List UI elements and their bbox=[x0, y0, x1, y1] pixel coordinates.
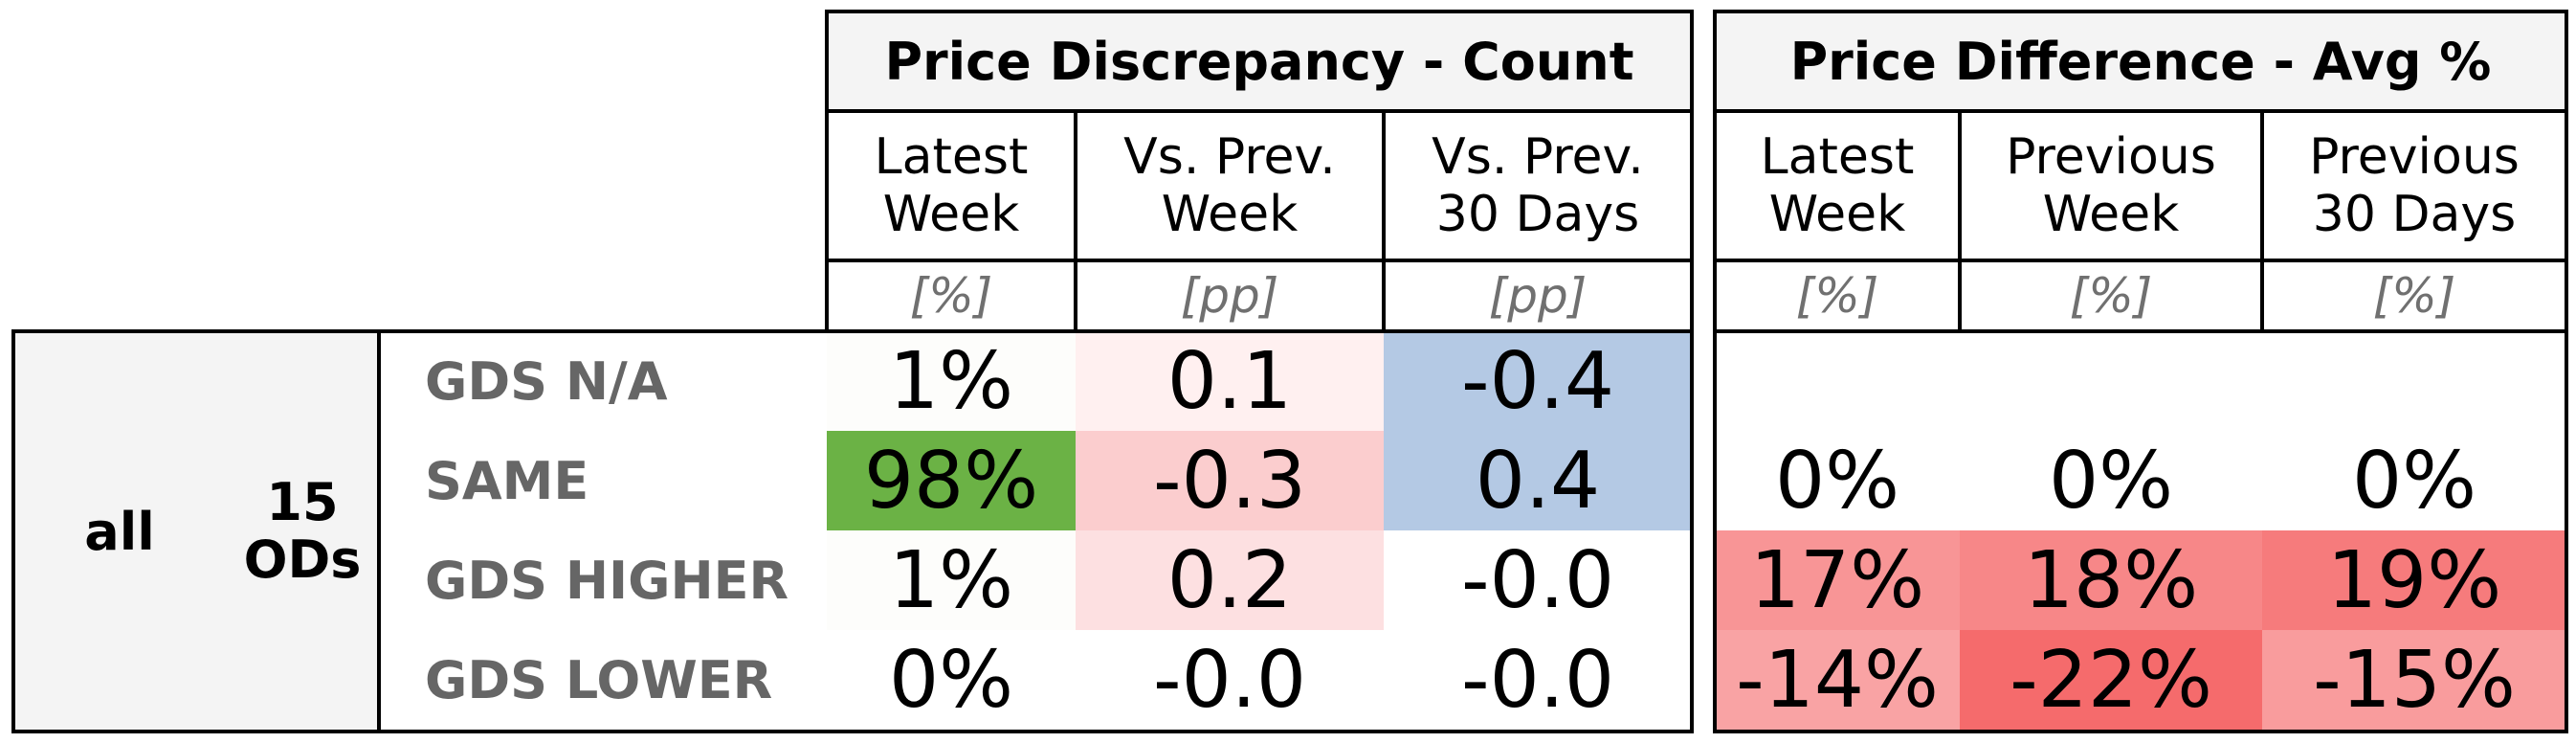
col-header-count-latest: Latest Week bbox=[874, 128, 1029, 243]
group1-title-divider bbox=[825, 109, 1694, 113]
group1-col-divider-1 bbox=[1074, 109, 1077, 333]
count-cell-r3-c2: -0.0 bbox=[1384, 630, 1692, 730]
count-cell-r1-c2: 0.4 bbox=[1384, 431, 1692, 530]
avg-cell-r0-c2 bbox=[2262, 331, 2566, 431]
avg-cell-r1-c0: 0% bbox=[1715, 431, 1960, 530]
group2-col-divider-2 bbox=[2260, 109, 2264, 333]
row-panel-divider bbox=[377, 329, 381, 733]
group2-unit-divider bbox=[1713, 259, 2568, 262]
unit-avg-latest: [%] bbox=[1795, 268, 1879, 324]
unit-count-vs-prev-week: [pp] bbox=[1180, 268, 1279, 324]
col-header-avg-prev-week: Previous Week bbox=[2006, 128, 2216, 243]
group2-body-divider bbox=[1713, 329, 2568, 333]
count-cell-r0-c1: 0.1 bbox=[1076, 331, 1384, 431]
count-cell-r1-c1: -0.3 bbox=[1076, 431, 1384, 530]
row-panel-border bbox=[11, 329, 1694, 733]
count-cell-r2-c0: 1% bbox=[827, 530, 1076, 630]
col-header-avg-prev-30: Previous 30 Days bbox=[2309, 128, 2520, 243]
count-cell-r1-c0: 98% bbox=[827, 431, 1076, 530]
count-cell-r2-c2: -0.0 bbox=[1384, 530, 1692, 630]
group1-header-border bbox=[825, 10, 1694, 333]
avg-cell-r3-c0: -14% bbox=[1715, 630, 1960, 730]
avg-cell-r1-c2: 0% bbox=[2262, 431, 2566, 530]
row-label-same: SAME bbox=[425, 450, 589, 511]
avg-cell-r0-c1 bbox=[1960, 331, 2262, 431]
group2-col-divider-1 bbox=[1958, 109, 1962, 333]
col-header-avg-latest: Latest Week bbox=[1760, 128, 1915, 243]
group2-border bbox=[1713, 10, 2568, 733]
avg-cell-r3-c1: -22% bbox=[1960, 630, 2262, 730]
group1-unit-divider bbox=[825, 259, 1694, 262]
group-title-price-discrepancy: Price Discrepancy - Count bbox=[827, 11, 1692, 111]
group-title-price-difference: Price Difference - Avg % bbox=[1715, 11, 2566, 111]
row-label-gds-na: GDS N/A bbox=[425, 350, 668, 412]
unit-avg-prev-week: [%] bbox=[2069, 268, 2153, 324]
count-cell-r3-c0: 0% bbox=[827, 630, 1076, 730]
avg-cell-r0-c0 bbox=[1715, 331, 1960, 431]
row-group-ods-label: 15 ODs bbox=[226, 331, 379, 732]
row-label-gds-higher: GDS HIGHER bbox=[425, 550, 789, 611]
unit-count-latest: [%] bbox=[909, 268, 993, 324]
avg-cell-r2-c1: 18% bbox=[1960, 530, 2262, 630]
count-cell-r3-c1: -0.0 bbox=[1076, 630, 1384, 730]
count-cell-r0-c0: 1% bbox=[827, 331, 1076, 431]
group2-title-divider bbox=[1713, 109, 2568, 113]
row-group-all-label: all bbox=[13, 331, 226, 732]
unit-avg-prev-30: [%] bbox=[2372, 268, 2456, 324]
count-cell-r2-c1: 0.2 bbox=[1076, 530, 1384, 630]
count-cell-r0-c2: -0.4 bbox=[1384, 331, 1692, 431]
unit-count-vs-prev-30: [pp] bbox=[1488, 268, 1588, 324]
col-header-count-vs-prev-30: Vs. Prev. 30 Days bbox=[1432, 128, 1644, 243]
avg-cell-r3-c2: -15% bbox=[2262, 630, 2566, 730]
avg-cell-r2-c2: 19% bbox=[2262, 530, 2566, 630]
row-label-gds-lower: GDS LOWER bbox=[425, 649, 773, 710]
avg-cell-r2-c0: 17% bbox=[1715, 530, 1960, 630]
group1-col-divider-2 bbox=[1382, 109, 1386, 333]
avg-cell-r1-c1: 0% bbox=[1960, 431, 2262, 530]
col-header-count-vs-prev-week: Vs. Prev. Week bbox=[1123, 128, 1336, 243]
